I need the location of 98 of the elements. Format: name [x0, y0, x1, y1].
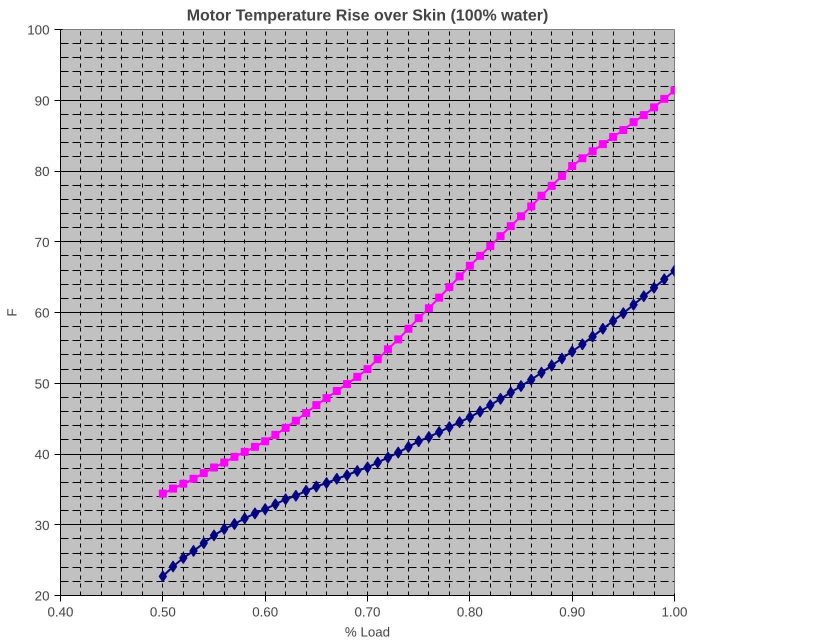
- point: [598, 322, 608, 335]
- point: [558, 172, 566, 180]
- point: [629, 298, 638, 311]
- point: [630, 118, 638, 126]
- point: [527, 202, 536, 210]
- point: [434, 426, 444, 438]
- point: [343, 380, 352, 388]
- y-tick-label: 90: [34, 93, 50, 108]
- point: [516, 380, 526, 392]
- chart-title: Motor Temperature Rise over Skin (100% water): [186, 8, 548, 24]
- point: [220, 458, 228, 466]
- point: [414, 314, 423, 322]
- point: [650, 103, 658, 112]
- x-tick-label: 0.50: [150, 604, 176, 620]
- point: [250, 507, 260, 520]
- point: [445, 283, 454, 292]
- point: [435, 294, 444, 302]
- point: [608, 314, 618, 327]
- point: [394, 335, 402, 344]
- y-tick-label: 20: [34, 588, 50, 604]
- point: [558, 352, 566, 364]
- point: [322, 477, 331, 490]
- point: [466, 262, 474, 270]
- point: [158, 490, 167, 498]
- x-axis-title: % Load: [344, 624, 390, 640]
- point: [455, 416, 464, 428]
- point: [374, 355, 382, 364]
- y-tick-label: 80: [34, 164, 50, 179]
- point: [282, 424, 290, 432]
- point: [200, 469, 208, 478]
- y-tick-label: 30: [34, 518, 50, 533]
- point: [271, 498, 280, 510]
- y-tick-label: 70: [34, 234, 50, 250]
- point: [640, 111, 648, 120]
- point: [578, 154, 586, 162]
- point: [588, 147, 597, 156]
- point: [456, 272, 464, 280]
- point: [261, 437, 270, 446]
- y-tick-label: 50: [34, 376, 50, 392]
- point: [292, 416, 300, 425]
- point: [660, 94, 668, 103]
- x-tick-label: 1.00: [662, 604, 688, 620]
- point: [210, 463, 218, 472]
- y-axis-title: F: [4, 308, 20, 317]
- point: [650, 282, 658, 294]
- point: [506, 222, 515, 230]
- point: [302, 408, 310, 417]
- point: [496, 232, 505, 240]
- x-tick-label: 0.40: [48, 604, 74, 620]
- point: [424, 431, 434, 444]
- x-tick-label: 0.60: [252, 604, 278, 620]
- point: [486, 242, 494, 250]
- point: [404, 324, 412, 333]
- point: [578, 338, 587, 350]
- point: [537, 366, 546, 379]
- point: [476, 406, 484, 418]
- point: [230, 518, 239, 530]
- point: [404, 440, 413, 453]
- x-tick-label: 0.80: [456, 604, 483, 620]
- point: [537, 192, 546, 200]
- point: [619, 126, 628, 134]
- y-tick-label: 40: [34, 447, 50, 462]
- point: [230, 452, 238, 461]
- point: [312, 401, 320, 410]
- point: [250, 442, 259, 451]
- point: [302, 484, 310, 497]
- point: [598, 140, 607, 148]
- point: [517, 212, 525, 220]
- point: [364, 365, 372, 374]
- point: [189, 544, 198, 557]
- point: [190, 474, 198, 483]
- point: [179, 480, 188, 488]
- point: [496, 392, 505, 405]
- point: [424, 304, 433, 312]
- point: [588, 330, 597, 343]
- point: [363, 461, 372, 474]
- y-tick-label: 100: [27, 22, 50, 38]
- point: [476, 252, 484, 260]
- point: [281, 493, 290, 506]
- point: [240, 448, 249, 456]
- x-tick-label: 0.70: [354, 604, 380, 620]
- point: [548, 182, 556, 190]
- point: [568, 162, 576, 170]
- point: [445, 421, 454, 434]
- point: [332, 387, 341, 396]
- x-tick-label: 0.90: [559, 604, 586, 620]
- point: [168, 560, 178, 572]
- point: [609, 133, 618, 142]
- point: [384, 345, 392, 354]
- point: [169, 484, 178, 493]
- point: [384, 452, 392, 464]
- point: [342, 469, 352, 482]
- point: [292, 490, 300, 502]
- y-tick-label: 60: [34, 306, 50, 320]
- point: [353, 372, 362, 381]
- point: [322, 394, 331, 402]
- point: [271, 430, 280, 439]
- point: [210, 529, 218, 542]
